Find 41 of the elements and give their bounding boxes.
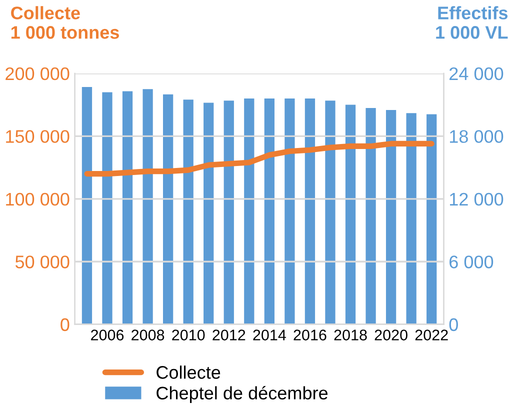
bar [284,98,295,324]
bar [122,91,133,324]
y2-tick-label: 24 000 [450,67,504,80]
y2-tick-label: 0 [449,318,458,332]
bar [264,98,274,324]
x-tick-label: 2006 [91,330,124,340]
bar [406,113,416,324]
y2-tick-label: 12 000 [450,192,504,206]
x-tick-label: 2008 [132,330,164,340]
bar [204,102,214,324]
bar [426,114,437,324]
legend-label: Cheptel de décembre [156,386,328,404]
y2-axis-title: Effectifs 1 000 VL [436,6,508,39]
x-tick-label: 2022 [415,330,448,340]
bar [386,110,396,324]
bar [142,89,153,324]
x-tick-label: 2020 [374,330,408,340]
y-tick-label: 200 000 [6,67,70,80]
y-tick-label: 0 [60,318,70,332]
bar [224,100,234,324]
bar [102,92,112,324]
y-tick-label: 50 000 [15,256,70,268]
bar [163,94,174,324]
x-tick-label: 2010 [172,330,205,340]
bar [366,108,376,324]
x-tick-label: 2012 [212,330,246,340]
bar [82,87,92,324]
bar [345,104,356,324]
y-axis-title: Collecte 1 000 tonnes [11,6,119,39]
bar [183,100,194,324]
bar [244,98,254,324]
bar [304,98,316,324]
y2-tick-label: 18 000 [450,130,504,143]
x-tick-label: 2016 [294,330,326,340]
bar [325,100,336,324]
y-tick-label: 150 000 [6,130,70,143]
y2-tick-label: 6 000 [450,256,494,268]
x-tick-label: 2014 [253,330,286,340]
legend-label: Collecte [156,366,220,379]
x-tick-label: 2018 [334,330,367,340]
y-tick-label: 100 000 [6,192,70,206]
